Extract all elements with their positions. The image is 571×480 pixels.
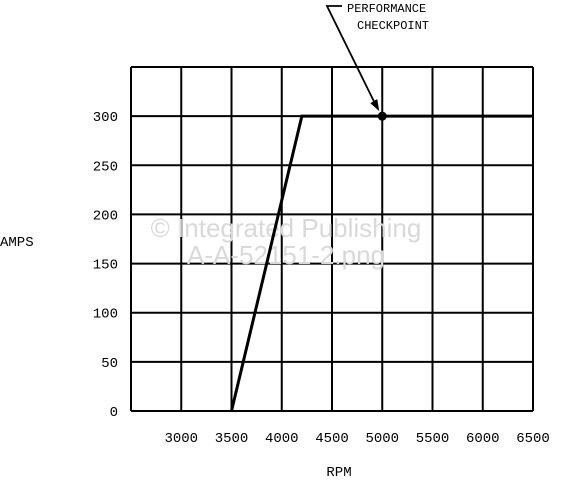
y-tick-label: 250 xyxy=(93,159,118,175)
amps-vs-rpm-line xyxy=(230,114,533,412)
watermark-line-2: A-A-52151-2.png xyxy=(187,240,385,270)
y-tick-labels: 0 50 100 150 200 250 300 xyxy=(93,110,118,421)
y-tick-label: 100 xyxy=(93,307,118,323)
x-tick-label: 5500 xyxy=(416,431,450,447)
annotation-line-2: CHECKPOINT xyxy=(357,19,429,33)
x-tick-label: 3000 xyxy=(164,431,198,447)
leader-line xyxy=(325,5,379,109)
y-tick-label: 0 xyxy=(110,405,118,421)
x-tick-label: 4000 xyxy=(265,431,299,447)
annotation-line-1: PERFORMANCE xyxy=(347,2,426,16)
y-tick-label: 200 xyxy=(93,208,118,224)
x-tick-labels: 3000 3500 4000 4500 5000 5500 6000 6500 xyxy=(164,431,549,447)
checkpoint-marker xyxy=(377,111,387,121)
plot-grid xyxy=(130,66,534,412)
checkpoint-annotation: PERFORMANCE CHECKPOINT xyxy=(325,2,429,121)
x-tick-label: 6500 xyxy=(516,431,550,447)
watermark-line-1: © Integrated Publishing xyxy=(151,213,422,243)
series-layer xyxy=(230,114,533,412)
x-tick-label: 5000 xyxy=(365,431,399,447)
arrowhead xyxy=(370,99,380,112)
x-axis-label: RPM xyxy=(326,465,351,480)
y-tick-label: 300 xyxy=(93,110,118,126)
x-tick-label: 3500 xyxy=(215,431,249,447)
y-tick-label: 150 xyxy=(93,258,118,274)
x-tick-label: 6000 xyxy=(466,431,500,447)
y-axis-label: AMPS xyxy=(0,235,34,251)
x-tick-label: 4500 xyxy=(315,431,349,447)
y-tick-label: 50 xyxy=(101,356,118,372)
